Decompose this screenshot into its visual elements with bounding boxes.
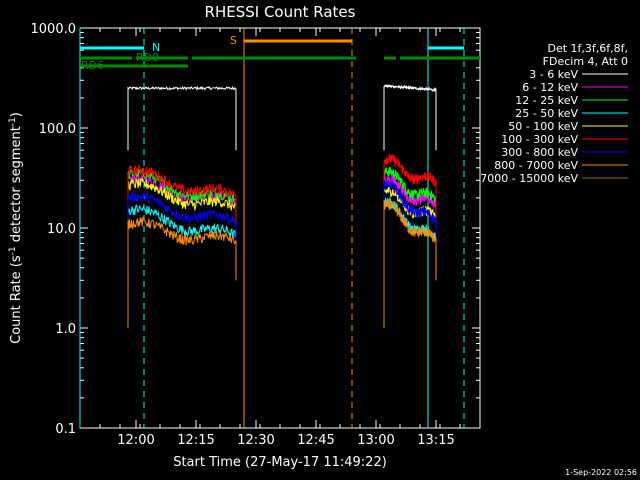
series-line <box>127 164 237 328</box>
series-line <box>383 166 437 328</box>
n-flag-label: N <box>152 41 160 54</box>
x-tick-label: 13:00 <box>357 433 394 448</box>
series-line <box>383 84 437 151</box>
legend-entry-label: 12 - 25 keV <box>515 94 578 107</box>
legend-entry-label: 3 - 6 keV <box>529 68 578 81</box>
legend-header-2: FDecim 4, Att 0 <box>543 55 628 68</box>
series-line <box>127 85 237 151</box>
x-tick-label: 12:15 <box>177 433 214 448</box>
series-line <box>127 167 237 328</box>
s-flag-label: S <box>230 34 237 47</box>
series-line <box>383 198 437 328</box>
x-axis-label: Start Time (27-May-17 11:49:22) <box>173 455 387 470</box>
x-tick-label: 13:15 <box>417 433 454 448</box>
rd0-label: RD0 <box>136 51 159 64</box>
x-tick-label: 12:45 <box>297 433 334 448</box>
legend-entry-label: 50 - 100 keV <box>508 120 578 133</box>
series-line <box>127 204 237 328</box>
rd6-label: RD6 <box>81 59 104 72</box>
series-line <box>127 190 237 328</box>
series-line <box>127 177 237 328</box>
series-line <box>383 153 437 328</box>
legend-header-1: Det 1f,3f,6f,8f, <box>547 42 628 55</box>
legend-entry-label: 7000 - 15000 keV <box>480 172 578 185</box>
y-tick-label: 1.0 <box>55 322 76 337</box>
x-tick-label: 12:30 <box>237 433 274 448</box>
y-tick-label: 1000.0 <box>31 22 77 37</box>
legend-entry-label: 25 - 50 keV <box>515 107 578 120</box>
y-tick-label: 0.1 <box>55 422 76 437</box>
legend-entry-label: 6 - 12 keV <box>522 81 578 94</box>
legend-entry-label: 100 - 300 keV <box>501 133 578 146</box>
y-tick-label: 100.0 <box>39 122 76 137</box>
series-line <box>127 216 237 328</box>
y-tick-label: 10.0 <box>47 222 76 237</box>
y-axis-label: Count Rate (s-1 detector segment-1) <box>8 112 24 344</box>
legend-entry-label: 800 - 7000 keV <box>494 159 578 172</box>
chart-title: RHESSI Count Rates <box>205 3 356 21</box>
series-line <box>383 197 437 328</box>
series-line <box>383 179 437 328</box>
x-tick-label: 12:00 <box>117 433 154 448</box>
footer-timestamp: 1-Sep-2022 02:56 <box>565 468 637 477</box>
legend-entry-label: 300 - 800 keV <box>501 146 578 159</box>
